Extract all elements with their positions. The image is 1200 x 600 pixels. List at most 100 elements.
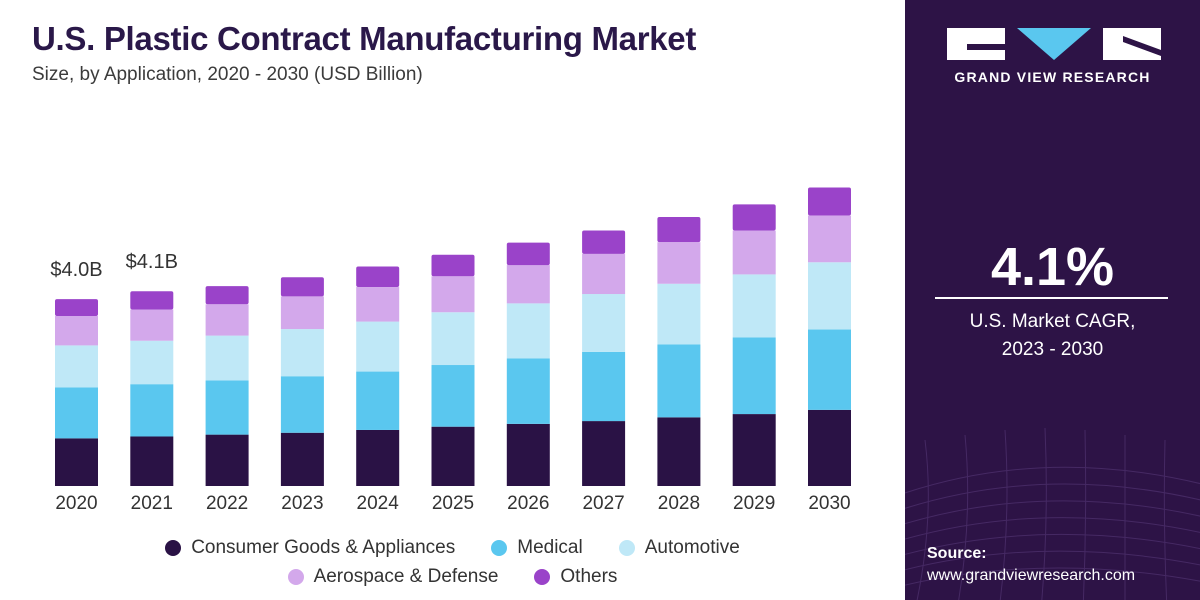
bar-2026-others	[506, 242, 550, 266]
bar-2026-automotive	[506, 303, 550, 359]
x-tick-label-2021: 2021	[131, 493, 173, 514]
bar-2023-others	[280, 277, 324, 297]
legend-item-others: Others	[534, 566, 617, 588]
legend-swatch-consumer-goods	[165, 540, 182, 556]
x-tick-label-2023: 2023	[281, 493, 323, 514]
legend-swatch-medical	[491, 540, 508, 556]
source-link[interactable]: www.grandviewresearch.com	[927, 567, 1136, 584]
bar-2029-automotive	[732, 274, 776, 338]
legend-item-aerospace: Aerospace & Defense	[287, 566, 499, 588]
cagr-divider	[935, 297, 1168, 299]
bar-2027-aerospace-and-defense	[582, 253, 626, 295]
legend-item-consumer-goods: Consumer Goods & Appliances	[165, 537, 455, 559]
legend-item-medical: Medical	[491, 537, 583, 559]
bar-2022-others	[205, 286, 249, 305]
bar-2027-medical	[582, 351, 626, 422]
x-tick-label-2028: 2028	[658, 493, 700, 514]
legend-swatch-automotive	[618, 540, 635, 556]
legend-swatch-others	[534, 569, 551, 585]
bar-2024-aerospace-and-defense	[356, 287, 400, 322]
legend-label-consumer-goods: Consumer Goods & Appliances	[191, 537, 456, 558]
bar-2022-automotive	[205, 335, 249, 381]
legend-label-aerospace: Aerospace & Defense	[313, 566, 499, 587]
bar-2030-medical	[808, 329, 851, 410]
bar-2028-consumer-goods-and-appliances	[657, 417, 701, 486]
cagr-label-line-1: U.S. Market CAGR,	[969, 311, 1136, 332]
bar-2030-consumer-goods-and-appliances	[808, 409, 851, 486]
bar-2022-consumer-goods-and-appliances	[205, 434, 249, 486]
bar-2030-aerospace-and-defense	[808, 215, 851, 263]
bar-2029-medical	[732, 337, 776, 415]
bar-2029-aerospace-and-defense	[732, 230, 776, 275]
x-tick-label-2027: 2027	[582, 493, 624, 514]
source-label: Source:	[927, 545, 987, 562]
legend-label-medical: Medical	[517, 537, 583, 558]
bar-2029-others	[732, 204, 776, 231]
bar-2024-automotive	[356, 321, 400, 372]
bar-2025-automotive	[431, 312, 475, 366]
bar-2021-consumer-goods-and-appliances	[130, 436, 174, 486]
bar-2028-others	[657, 216, 701, 243]
legend-row-2: Aerospace & Defense Others	[0, 566, 905, 588]
bar-2027-others	[582, 230, 626, 254]
bar-2020-medical	[55, 387, 98, 439]
legend-label-automotive: Automotive	[644, 537, 740, 558]
bar-2030-others	[808, 187, 851, 216]
bar-2028-automotive	[657, 283, 701, 345]
stacked-bar-chart: 2020 2021 2022 2023 2024 2025 2026 2027 2028 2029…	[50, 187, 851, 514]
bar-2028-aerospace-and-defense	[657, 242, 701, 284]
bar-2024-medical	[356, 371, 400, 430]
bar-2020-others	[55, 299, 98, 316]
bar-2024-consumer-goods-and-appliances	[356, 429, 400, 486]
chart-panel: 2020 2021 2022 2023 2024 2025 2026 2027 2028 2029…	[0, 20, 905, 588]
bar-2020-aerospace-and-defense	[55, 315, 98, 346]
legend-item-automotive: Automotive	[618, 537, 740, 559]
legend-swatch-aerospace	[287, 569, 304, 585]
x-tick-label-2024: 2024	[357, 493, 400, 514]
bar-2029-consumer-goods-and-appliances	[732, 414, 776, 486]
data-label-2020: $4.0B	[50, 259, 102, 281]
bar-2022-medical	[205, 380, 249, 435]
bar-2024-others	[356, 266, 400, 288]
bar-2023-automotive	[280, 329, 324, 377]
grand-view-research-logo	[947, 28, 1161, 60]
bar-2023-medical	[280, 376, 324, 433]
bar-2025-medical	[431, 365, 475, 427]
bar-2026-medical	[506, 358, 550, 424]
bar-2021-aerospace-and-defense	[130, 309, 174, 341]
x-tick-label-2020: 2020	[55, 493, 97, 514]
bar-2027-automotive	[582, 294, 626, 352]
legend-row-1: Consumer Goods & Appliances Medical Auto…	[0, 537, 905, 559]
bar-2021-medical	[130, 384, 174, 437]
legend-label-others: Others	[560, 566, 618, 587]
bar-2028-medical	[657, 344, 701, 418]
bar-2020-consumer-goods-and-appliances	[55, 438, 98, 486]
cagr-value: 4.1%	[990, 237, 1115, 297]
x-tick-label-2026: 2026	[507, 493, 549, 514]
bar-2021-automotive	[130, 340, 174, 385]
x-tick-label-2025: 2025	[432, 493, 474, 514]
bar-2025-others	[431, 254, 475, 277]
brand-name: GRAND VIEW RESEARCH	[954, 69, 1151, 85]
bar-2025-aerospace-and-defense	[431, 276, 475, 313]
cagr-label-line-2: 2023 - 2030	[1001, 339, 1104, 360]
bar-2030-automotive	[808, 262, 851, 330]
bar-2022-aerospace-and-defense	[205, 304, 249, 336]
bar-2026-aerospace-and-defense	[506, 265, 550, 304]
x-tick-label-2029: 2029	[733, 493, 775, 514]
cagr-label: U.S. Market CAGR, 2023 - 2030	[905, 308, 1200, 364]
x-tick-label-2030: 2030	[808, 493, 850, 514]
data-label-2021: $4.1B	[126, 251, 178, 273]
chart-subtitle: Size, by Application, 2020 - 2030 (USD B…	[32, 64, 423, 85]
bar-2026-consumer-goods-and-appliances	[506, 423, 550, 486]
x-tick-label-2022: 2022	[206, 493, 248, 514]
sidebar-panel: GRAND VIEW RESEARCH 4.1% U.S. Market CAG…	[905, 0, 1200, 600]
bar-2021-others	[130, 291, 174, 310]
chart-title: U.S. Plastic Contract Manufacturing Mark…	[32, 20, 697, 57]
bar-2025-consumer-goods-and-appliances	[431, 426, 475, 486]
decorative-grid-graphic	[905, 427, 1200, 600]
bar-2020-automotive	[55, 345, 98, 388]
bar-2023-consumer-goods-and-appliances	[280, 432, 324, 486]
bar-2023-aerospace-and-defense	[280, 296, 324, 330]
